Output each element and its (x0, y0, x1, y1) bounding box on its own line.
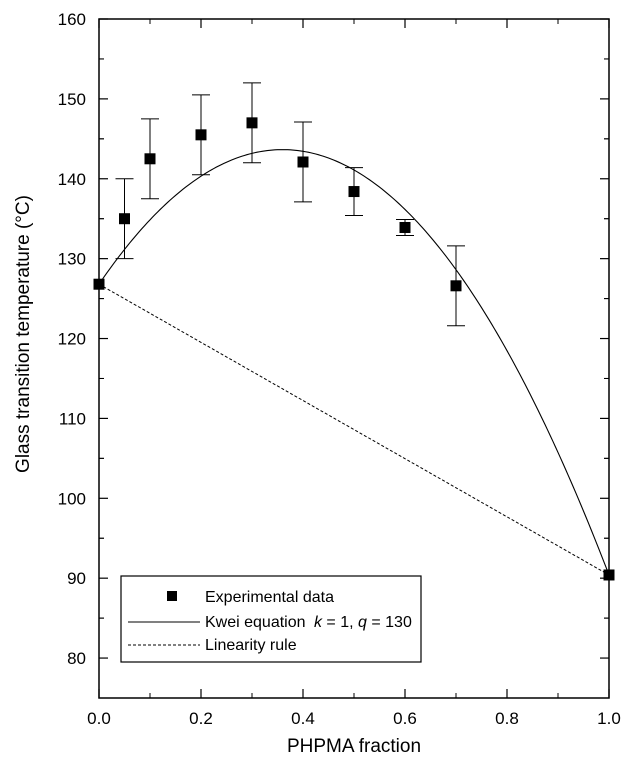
y-axis: 80 90 100 110 120 130 140 150 160 (58, 10, 609, 699)
legend-box (120, 575, 422, 663)
y-tick-label: 160 (58, 10, 86, 29)
y-tick-label: 80 (67, 649, 86, 668)
x-tick-label: 1.0 (597, 709, 621, 728)
y-tick-label: 150 (58, 90, 86, 109)
legend: Experimental data Kwei equation k = 1, q… (120, 575, 422, 663)
data-point (348, 186, 360, 198)
x-axis-title: PHPMA fraction (287, 736, 421, 757)
linearity-rule-line (98, 283, 610, 576)
y-tick-label: 90 (67, 569, 86, 588)
y-tick-label: 110 (59, 409, 86, 428)
y-tick-label: 140 (58, 170, 86, 189)
legend-kwei-k-value: = 1, (322, 614, 358, 631)
data-point (144, 153, 156, 165)
legend-kwei-q-value: = 130 (367, 614, 412, 631)
legend-kwei-name: Kwei equation (205, 614, 306, 631)
y-axis-title: Glass transition temperature (°C) (13, 195, 34, 473)
legend-marker-experimental (167, 591, 177, 601)
x-axis: 0.0 0.2 0.4 0.6 0.8 1.0 (87, 19, 621, 728)
y-tick-label: 130 (58, 250, 86, 269)
data-point (297, 156, 309, 168)
series-layer (93, 82, 615, 581)
y-tick-label: 120 (58, 330, 86, 349)
legend-kwei-q: q (358, 614, 367, 631)
legend-kwei-k: k (314, 614, 323, 631)
legend-label-experimental: Experimental data (205, 589, 334, 606)
data-point (399, 221, 411, 233)
data-point (119, 213, 130, 225)
x-tick-label: 0.6 (393, 709, 417, 728)
data-point (246, 117, 258, 129)
y-tick-label: 100 (58, 489, 86, 508)
x-tick-label: 0.2 (189, 709, 213, 728)
data-point (603, 569, 615, 581)
x-tick-label: 0.4 (291, 709, 315, 728)
x-tick-label: 0.8 (495, 709, 519, 728)
data-point (195, 129, 207, 141)
legend-label-kwei: Kwei equation k = 1, q = 130 (205, 614, 412, 631)
data-point (450, 280, 462, 292)
legend-label-linearity: Linearity rule (205, 637, 297, 654)
data-point (93, 278, 105, 290)
x-tick-label: 0.0 (87, 709, 111, 728)
